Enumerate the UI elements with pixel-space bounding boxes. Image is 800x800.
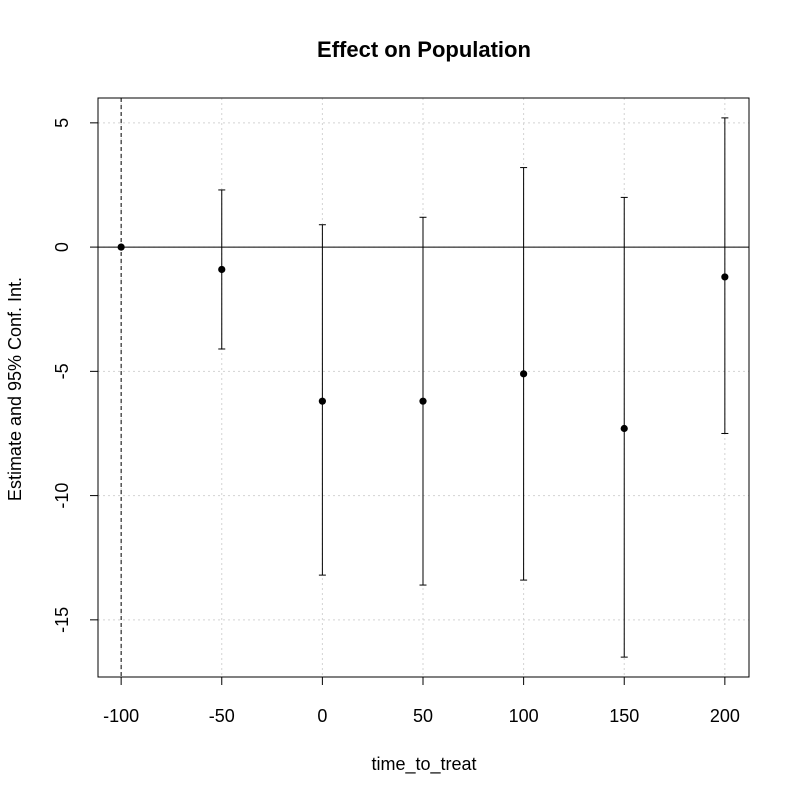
- y-tick-label: 5: [52, 118, 72, 128]
- estimate-point: [419, 397, 427, 405]
- estimate-point: [721, 273, 729, 281]
- data-points: [117, 243, 729, 433]
- x-tick-label: -100: [103, 706, 139, 726]
- chart-title: Effect on Population: [317, 37, 531, 62]
- x-tick-label: 0: [317, 706, 327, 726]
- y-tick-label: 0: [52, 242, 72, 252]
- estimate-point: [218, 265, 226, 274]
- estimate-point: [520, 370, 528, 378]
- y-axis: -15 -10 -5 0 5: [52, 118, 99, 633]
- plot-frame: [97, 97, 750, 678]
- x-tick-label: 50: [413, 706, 433, 726]
- estimate-point: [620, 424, 628, 433]
- x-axis-label: time_to_treat: [371, 754, 476, 775]
- estimate-point: [117, 243, 125, 251]
- y-axis-label: Estimate and 95% Conf. Int.: [5, 277, 25, 501]
- grid-lines: [98, 98, 749, 677]
- x-tick-label: 150: [609, 706, 639, 726]
- y-tick-label: -5: [52, 363, 72, 379]
- x-tick-label: 100: [509, 706, 539, 726]
- x-tick-label: 200: [710, 706, 740, 726]
- error-bars: [218, 117, 729, 658]
- y-tick-label: -10: [52, 483, 72, 509]
- estimate-point: [318, 397, 326, 405]
- x-tick-label: -50: [209, 706, 235, 726]
- x-axis: -100 -50 0 50 100 150 200: [103, 676, 740, 726]
- y-tick-label: -15: [52, 607, 72, 633]
- reference-lines: [98, 98, 749, 677]
